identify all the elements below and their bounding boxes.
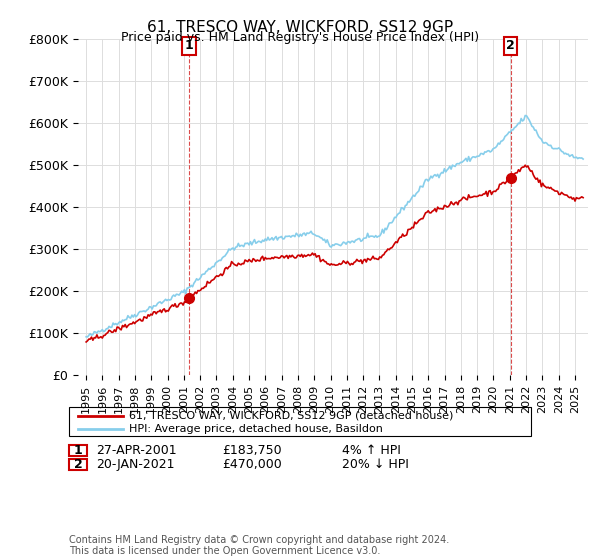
Text: 61, TRESCO WAY, WICKFORD, SS12 9GP: 61, TRESCO WAY, WICKFORD, SS12 9GP [147, 20, 453, 35]
Text: Price paid vs. HM Land Registry's House Price Index (HPI): Price paid vs. HM Land Registry's House … [121, 31, 479, 44]
Text: 20-JAN-2021: 20-JAN-2021 [96, 458, 175, 472]
Text: 61, TRESCO WAY, WICKFORD, SS12 9GP (detached house): 61, TRESCO WAY, WICKFORD, SS12 9GP (deta… [129, 410, 454, 421]
Text: 1: 1 [74, 444, 82, 457]
Text: 20% ↓ HPI: 20% ↓ HPI [342, 458, 409, 472]
Text: 27-APR-2001: 27-APR-2001 [96, 444, 176, 457]
Text: 1: 1 [185, 39, 193, 52]
Text: 4% ↑ HPI: 4% ↑ HPI [342, 444, 401, 457]
Text: 2: 2 [74, 458, 82, 472]
Text: Contains HM Land Registry data © Crown copyright and database right 2024.
This d: Contains HM Land Registry data © Crown c… [69, 535, 449, 557]
Text: £470,000: £470,000 [222, 458, 282, 472]
Text: 2: 2 [506, 39, 515, 52]
Text: HPI: Average price, detached house, Basildon: HPI: Average price, detached house, Basi… [129, 424, 383, 434]
Text: £183,750: £183,750 [222, 444, 281, 457]
